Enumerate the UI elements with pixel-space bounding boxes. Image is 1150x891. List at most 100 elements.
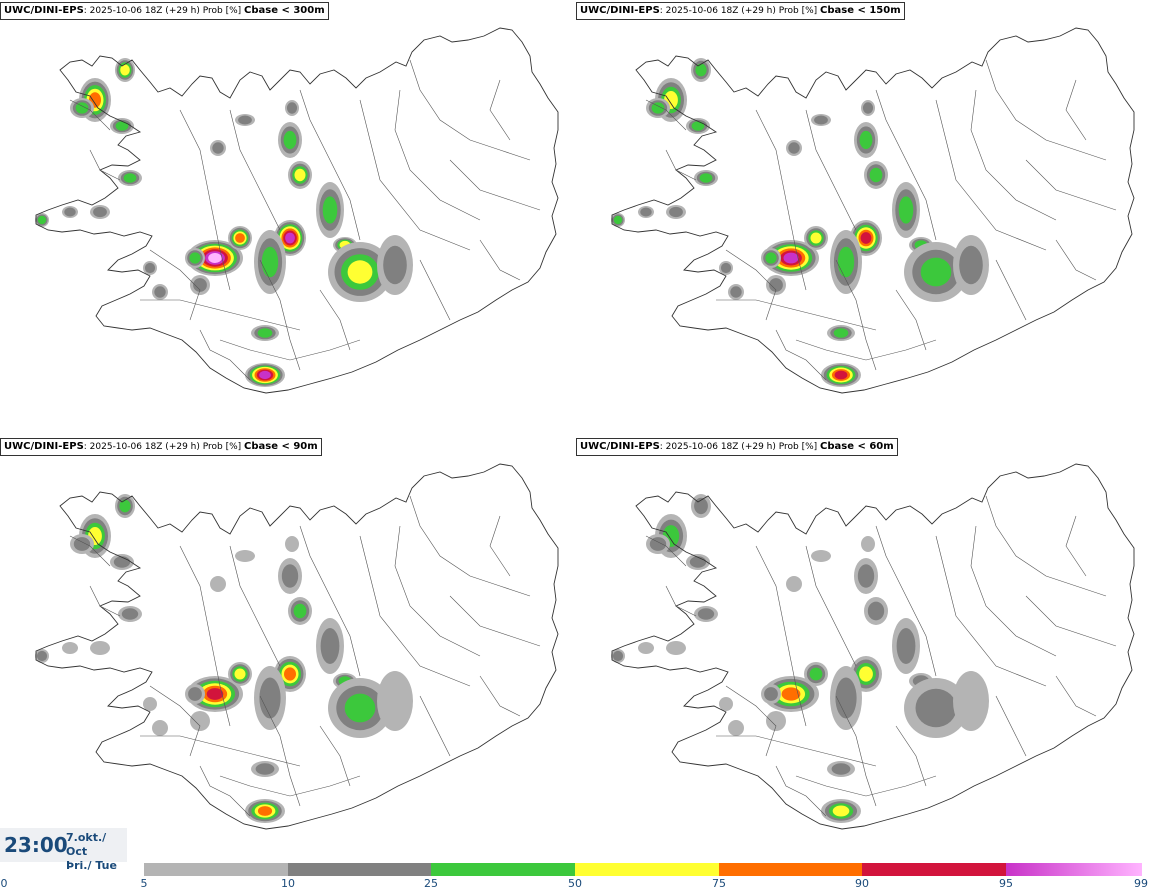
district-border [645, 535, 687, 567]
prob-contour [765, 252, 777, 264]
prob-contour [766, 711, 786, 731]
prob-contour [283, 130, 297, 150]
prob-contour [953, 671, 989, 731]
prob-contour [959, 245, 983, 285]
prob-area [691, 58, 711, 82]
prob-contour [238, 115, 252, 125]
legend-tick-75: 75 [712, 877, 726, 890]
prob-area [763, 676, 819, 712]
prob-area [235, 114, 255, 126]
prob-contour [860, 232, 872, 244]
panel-run: : 2025-10-06 18Z (+29 h) Prob [%] [83, 442, 245, 452]
district-border [69, 535, 111, 567]
prob-area [850, 220, 882, 256]
map-panel-4: UWC/DINI-EPS: 2025-10-06 18Z (+29 h) Pro… [576, 436, 1146, 866]
prob-area [251, 761, 279, 777]
prob-contour [154, 286, 166, 298]
prob-contour [920, 257, 952, 287]
prob-area [864, 161, 888, 189]
prob-area [827, 761, 855, 777]
legend-seg-95-99 [1006, 863, 1142, 876]
district-border [995, 695, 1027, 757]
prob-area [804, 226, 828, 250]
prob-area [285, 100, 299, 116]
legend-seg-10-25 [288, 863, 431, 876]
legend-seg-75-90 [719, 863, 862, 876]
legend-tick-99: 99 [1134, 877, 1148, 890]
district-border [394, 525, 481, 657]
prob-area [62, 206, 78, 218]
prob-area [288, 161, 312, 189]
prob-contour [764, 687, 778, 701]
district-border [419, 259, 451, 321]
prob-area [187, 240, 243, 276]
prob-area [728, 720, 744, 736]
district-border [299, 89, 361, 241]
district-border [970, 525, 1057, 657]
prob-contour [121, 608, 139, 620]
prob-area [854, 558, 878, 594]
prob-contour [64, 207, 76, 217]
map-panel-1: UWC/DINI-EPS: 2025-10-06 18Z (+29 h) Pro… [0, 0, 570, 430]
prob-contour [208, 253, 222, 263]
legend-tick-5: 5 [140, 877, 148, 890]
district-border [875, 525, 937, 677]
prob-contour [689, 556, 707, 568]
prob-contour [669, 206, 683, 218]
prob-contour [190, 711, 210, 731]
prob-area [830, 666, 862, 730]
prob-contour [898, 196, 914, 224]
prob-area [228, 662, 252, 686]
panel-title: UWC/DINI-EPS: 2025-10-06 18Z (+29 h) Pro… [576, 2, 905, 20]
prob-area [70, 98, 94, 118]
prob-contour [212, 142, 224, 154]
prob-area [190, 275, 210, 295]
district-border [805, 545, 857, 667]
prob-contour [728, 720, 744, 736]
prob-contour [377, 671, 413, 731]
prob-area [686, 118, 710, 134]
prob-area [118, 170, 142, 186]
prob-contour [869, 167, 883, 183]
prob-area [254, 230, 286, 294]
district-border [149, 685, 201, 757]
prob-contour [293, 603, 307, 619]
panel-source: UWC/DINI-EPS [580, 441, 660, 452]
prob-contour [322, 196, 338, 224]
district-border [69, 99, 111, 131]
prob-contour [857, 564, 875, 588]
prob-area [328, 242, 392, 302]
prob-area [35, 213, 49, 227]
prob-contour [210, 576, 226, 592]
prob-area [811, 550, 831, 562]
district-border [895, 725, 927, 787]
panel-source: UWC/DINI-EPS [4, 441, 84, 452]
panel-title: UWC/DINI-EPS: 2025-10-06 18Z (+29 h) Pro… [0, 2, 329, 20]
prob-contour [861, 536, 875, 552]
prob-area [288, 597, 312, 625]
prob-contour [284, 667, 296, 681]
prob-contour [834, 370, 848, 380]
prob-area [763, 240, 819, 276]
prob-area [90, 205, 110, 219]
panel-source: UWC/DINI-EPS [580, 5, 660, 16]
prob-area [694, 606, 718, 622]
panel-threshold: Cbase < 90m [244, 441, 318, 452]
district-border [199, 765, 251, 817]
prob-contour [862, 102, 874, 114]
iceland-map [35, 27, 559, 394]
district-border [935, 99, 1047, 251]
district-border [219, 339, 361, 361]
district-border [149, 249, 201, 321]
prob-area [821, 363, 861, 387]
district-border [199, 329, 251, 381]
coastline [611, 463, 1135, 830]
prob-area [638, 206, 654, 218]
prob-area [377, 235, 413, 295]
district-border [89, 149, 121, 181]
prob-area [811, 114, 831, 126]
prob-area [228, 226, 252, 250]
prob-contour [832, 805, 850, 817]
prob-area [35, 649, 49, 663]
district-border [219, 775, 361, 797]
